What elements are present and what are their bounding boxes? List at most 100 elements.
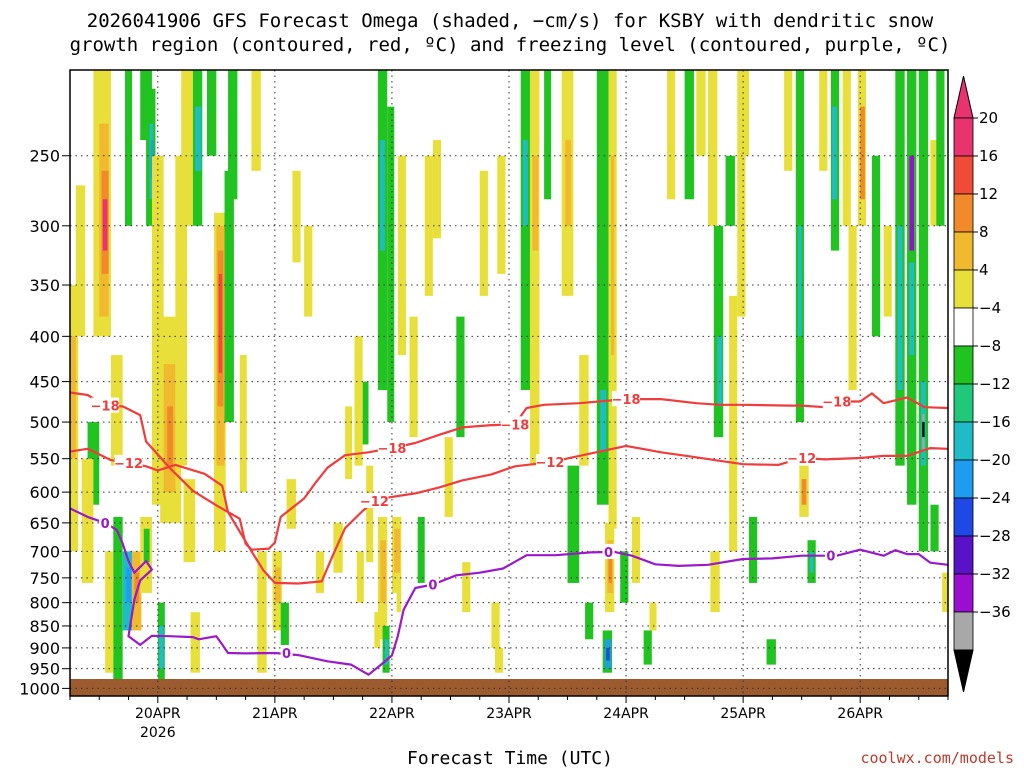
omega-cell-15 <box>134 572 140 603</box>
x-tick-year: 2026 <box>140 725 176 741</box>
omega-cell-17 <box>143 528 150 563</box>
omega-cell-49 <box>292 170 301 263</box>
colorbar-label-12: −32 <box>979 565 1011 583</box>
omega-cell-18 <box>125 70 133 226</box>
omega-cell-88 <box>567 465 580 583</box>
omega-cell-108 <box>708 70 718 226</box>
omega-cell-115 <box>737 155 746 317</box>
x-tick-label-24APR: 24APR <box>603 706 649 722</box>
colorbar-label-7: −12 <box>979 375 1011 393</box>
omega-cell-85 <box>544 70 552 200</box>
omega-cell-53 <box>345 406 353 480</box>
omega-cell-139 <box>918 70 929 552</box>
contour-label-neg18-3: −18 <box>612 393 641 408</box>
colorbar-swatch-2 <box>953 193 974 233</box>
colorbar-swatch-3 <box>953 231 974 271</box>
x-tick-label-20APR: 20APR <box>135 706 181 722</box>
omega-cell-65 <box>387 106 395 423</box>
x-axis-label: Forecast Time (UTC) <box>407 748 613 768</box>
temperature-contours: −18 −18 −18 −18 −18 −12 −12 −12 −12 0 0 0 0 0 <box>69 391 949 676</box>
x-axis: 20APR 2026 21APR 22APR 23APR 24APR 25APR 26APR <box>69 696 949 741</box>
colorbar-label-2: 12 <box>979 185 998 203</box>
contour-label-bg <box>360 492 389 508</box>
colorbar-swatch-11 <box>953 535 974 575</box>
contour-label-zero-4: 0 <box>826 550 835 565</box>
omega-cell-75 <box>456 316 465 438</box>
colorbar-label-13: −36 <box>979 603 1011 621</box>
colorbar: 20 16 12 8 4 −4 −8 −12 −16 −20 −24 −28 −32 −36 <box>953 75 1011 693</box>
chart-title-line1: 2026041906 GFS Forecast Omega (shaded, −… <box>87 10 934 32</box>
omega-cell-91 <box>596 70 609 505</box>
x-tick-label-25APR: 25APR <box>720 706 766 722</box>
colorbar-swatch-5 <box>953 307 974 347</box>
omega-cell-125 <box>819 70 828 171</box>
omega-cell-100 <box>606 647 610 661</box>
contour-label-bg <box>500 416 529 432</box>
omega-cell-76 <box>462 562 471 613</box>
contour-label-bg <box>824 547 837 563</box>
y-tick-label-1000: 1000 <box>19 679 60 698</box>
omega-cell-60 <box>380 540 387 603</box>
omega-cell-109 <box>710 551 720 613</box>
contour-label-neg18-1: −18 <box>377 442 406 457</box>
omega-cell-137 <box>909 155 915 251</box>
omega-cell-117 <box>766 639 776 665</box>
omega-cell-83 <box>530 70 540 466</box>
omega-cell-41 <box>228 70 238 200</box>
omega-cell-30 <box>181 70 193 226</box>
omega-cell-69 <box>397 155 406 356</box>
omega-cell-58 <box>374 612 381 648</box>
contour-label-neg12-3: −12 <box>787 452 816 467</box>
colorbar-label-3: 8 <box>979 223 989 241</box>
y-tick-label-800: 800 <box>29 594 60 613</box>
colorbar-swatch-0 <box>953 117 974 157</box>
omega-cell-34 <box>190 612 200 673</box>
omega-cell-112 <box>725 155 735 226</box>
omega-cell-40 <box>224 170 234 423</box>
omega-cell-6 <box>102 199 108 251</box>
y-tick-label-350: 350 <box>29 276 60 295</box>
omega-cell-146 <box>942 572 948 613</box>
y-tick-label-600: 600 <box>29 483 60 502</box>
omega-cell-120 <box>798 225 802 337</box>
contour-label-zero-0: 0 <box>101 517 110 532</box>
omega-cell-110 <box>713 225 724 438</box>
omega-cell-111 <box>717 336 723 407</box>
omega-cell-94 <box>610 155 615 356</box>
omega-cell-132 <box>871 155 881 337</box>
omega-cell-128 <box>842 70 851 226</box>
y-tick-label-750: 750 <box>29 569 60 588</box>
contour-label-bg <box>602 543 615 559</box>
x-tick-label-21APR: 21APR <box>252 706 298 722</box>
omega-cell-145 <box>930 504 939 552</box>
omega-cell-43 <box>251 70 261 171</box>
x-tick-label-26APR: 26APR <box>837 706 883 722</box>
omega-cell-89 <box>579 355 589 466</box>
colorbar-swatch-13 <box>953 611 974 651</box>
omega-cell-9 <box>81 458 94 583</box>
omega-cell-102 <box>631 516 641 583</box>
omega-cell-84 <box>532 155 539 251</box>
omega-cell-104 <box>649 602 657 631</box>
y-tick-label-250: 250 <box>29 147 60 166</box>
omega-cell-55 <box>356 551 364 603</box>
colorbar-label-10: −24 <box>979 489 1011 507</box>
omega-cell-68 <box>396 592 402 613</box>
y-tick-label-950: 950 <box>29 660 60 679</box>
omega-cell-143 <box>930 140 940 226</box>
colorbar-swatch-6 <box>953 345 974 385</box>
omega-cell-50 <box>304 225 313 317</box>
omega-cell-67 <box>394 528 401 573</box>
omega-cell-73 <box>432 140 442 239</box>
colorbar-swatch-12 <box>953 573 974 613</box>
omega-cell-118 <box>784 70 793 171</box>
contour-label-bg <box>787 449 816 465</box>
omega-cell-78 <box>491 602 500 648</box>
colorbar-swatch-1 <box>953 155 974 195</box>
omega-cell-135 <box>897 225 903 391</box>
omega-cell-129 <box>848 225 857 391</box>
omega-cell-35 <box>206 70 217 156</box>
omega-cell-28 <box>158 625 164 669</box>
omega-cell-57 <box>366 465 374 563</box>
contour-label-bg <box>99 514 112 530</box>
